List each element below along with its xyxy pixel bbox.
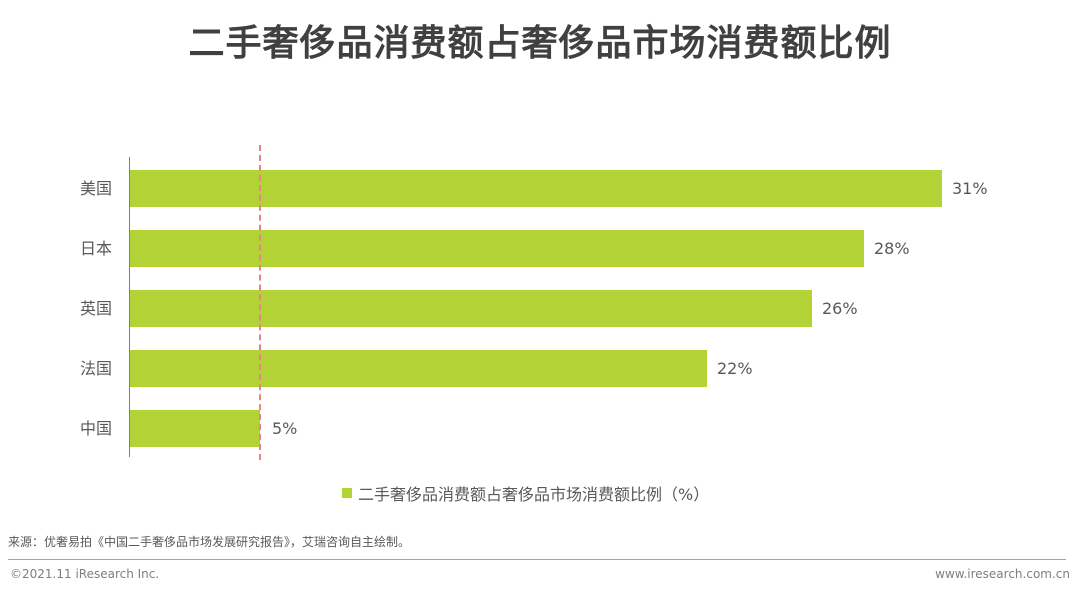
bar-row-france: 法国 22% [0, 350, 1080, 387]
bar-row-china: 中国 5% [0, 410, 1080, 447]
bar-row-usa: 美国 31% [0, 170, 1080, 207]
bar-row-uk: 英国 26% [0, 290, 1080, 327]
website-text: www.iresearch.com.cn [935, 567, 1070, 581]
category-label: 英国 [79, 299, 112, 318]
value-label: 26% [822, 299, 858, 318]
value-label: 31% [952, 179, 988, 198]
category-label: 日本 [79, 239, 112, 258]
bar-chart: 美国 31% 日本 28% 英国 26% 法国 22% 中国 5% [0, 145, 1080, 460]
bar [130, 290, 812, 327]
value-label: 28% [874, 239, 910, 258]
legend-swatch-icon [342, 488, 352, 498]
bar-row-japan: 日本 28% [0, 230, 1080, 267]
chart-legend: 二手奢侈品消费额占奢侈品市场消费额比例（%） [342, 483, 710, 504]
chart-title: 二手奢侈品消费额占奢侈品市场消费额比例 [188, 23, 892, 64]
reference-line-dashed [259, 145, 261, 460]
legend-label: 二手奢侈品消费额占奢侈品市场消费额比例（%） [358, 485, 710, 504]
source-note: 来源：优奢易拍《中国二手奢侈品市场发展研究报告》，艾瑞咨询自主绘制。 [8, 535, 411, 549]
category-label: 美国 [79, 179, 112, 198]
value-label: 22% [717, 359, 753, 378]
footer-divider [8, 559, 1066, 560]
bar [130, 170, 942, 207]
category-label: 法国 [79, 359, 112, 378]
bar [130, 230, 864, 267]
y-axis-line [129, 157, 130, 457]
category-label: 中国 [79, 419, 112, 438]
bar [130, 410, 260, 447]
value-label: 5% [272, 419, 298, 438]
copyright-text: ©2021.11 iResearch Inc. [10, 567, 160, 581]
bar [130, 350, 707, 387]
